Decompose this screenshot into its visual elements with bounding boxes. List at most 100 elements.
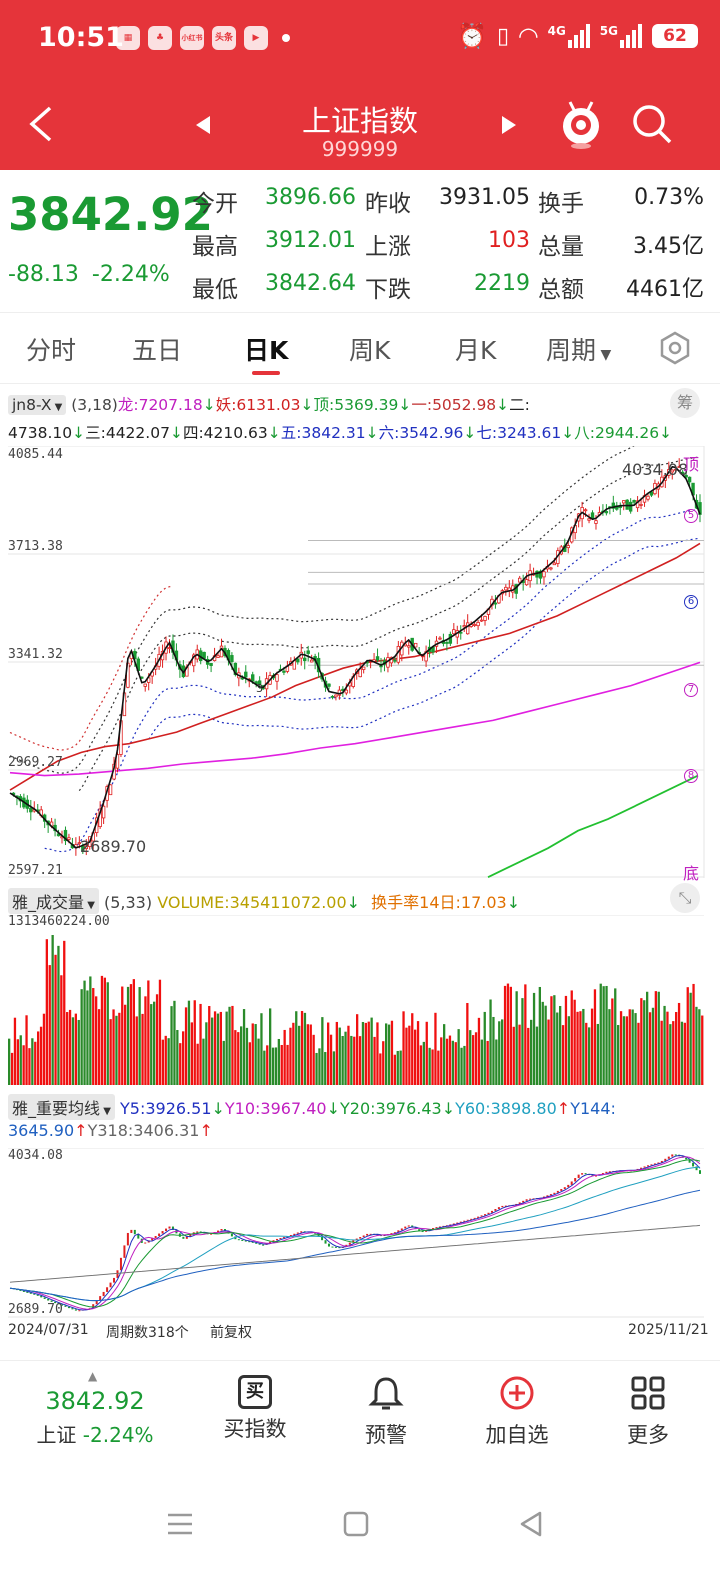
- bottom-tag: 底: [683, 864, 700, 883]
- volume-indicator-line: 雅_成交量 ▼ (5,33) VOLUME:345411072.00↓ 换手率1…: [8, 888, 520, 914]
- candle-body: [542, 571, 546, 578]
- ma-candle: [525, 1199, 528, 1201]
- ma-candle: [303, 1231, 306, 1233]
- alert-button[interactable]: 预警: [336, 1375, 436, 1449]
- volume-bar: [321, 1017, 324, 1085]
- ma-candle: [230, 1233, 233, 1237]
- home-nav-button[interactable]: [340, 1510, 372, 1542]
- ma-candle: [67, 1306, 70, 1309]
- collapse-caret-icon[interactable]: ▲: [88, 1369, 98, 1383]
- more-button[interactable]: 更多: [598, 1375, 698, 1449]
- menu-nav-button[interactable]: [164, 1510, 196, 1542]
- period-label: 周期: [546, 336, 597, 365]
- k-line-chart[interactable]: [8, 446, 712, 878]
- search-button[interactable]: [630, 102, 674, 150]
- ma-candle: [667, 1156, 670, 1159]
- volume-bar: [277, 1038, 280, 1085]
- tab-five-day[interactable]: 五日: [132, 336, 183, 365]
- volume-bar: [202, 1038, 205, 1085]
- ma-candle: [605, 1171, 608, 1174]
- tab-period-dropdown[interactable]: 周期 ▼: [546, 331, 611, 367]
- expand-button[interactable]: ⤡: [670, 883, 700, 913]
- tab-monthly-k[interactable]: 月K: [455, 336, 497, 365]
- candle-body: [167, 647, 172, 650]
- chip-distribution-button[interactable]: 筹: [670, 388, 700, 418]
- chart-settings-button[interactable]: [658, 331, 692, 369]
- ma-candle: [449, 1224, 452, 1226]
- prev-stock-button[interactable]: [194, 114, 214, 140]
- volume-bar: [164, 1035, 167, 1085]
- ma-candle: [126, 1232, 129, 1246]
- ma-candle: [144, 1242, 147, 1244]
- ma-candle: [54, 1301, 57, 1304]
- ma-candle: [334, 1246, 337, 1248]
- add-watchlist-button[interactable]: 加自选: [467, 1375, 567, 1449]
- candle-body: [413, 642, 418, 648]
- tab-daily-k[interactable]: 日K: [244, 336, 289, 365]
- prev-triangle-icon: [196, 116, 210, 134]
- volume-bar: [443, 1024, 446, 1085]
- volume-bar: [97, 1009, 101, 1085]
- volume-bar: [588, 1027, 591, 1085]
- volume-bar: [193, 1000, 196, 1085]
- calendar-app-icon: ▦: [116, 26, 140, 50]
- volume-bar: [208, 1006, 211, 1085]
- main-indicator-selector[interactable]: jn8-X ▼: [8, 395, 67, 415]
- volume-bar: [211, 1017, 214, 1085]
- volume-bar: [692, 983, 695, 1085]
- main-indicator-params: (3,18): [71, 396, 118, 414]
- next-stock-button[interactable]: [498, 114, 518, 140]
- down-arrow-icon: ↓: [398, 396, 412, 414]
- volume-bar: [248, 1042, 251, 1085]
- volume-bar: [518, 1024, 521, 1085]
- volume-bar: [416, 1021, 420, 1085]
- candle-body: [566, 545, 570, 549]
- volume-bar: [695, 1006, 698, 1085]
- tab-intraday[interactable]: 分时: [26, 336, 77, 365]
- ma-candle: [102, 1291, 105, 1297]
- candle-body: [493, 602, 498, 605]
- volume-indicator-selector[interactable]: 雅_成交量 ▼: [8, 888, 99, 914]
- candle-body: [465, 622, 470, 635]
- volume-bar: [370, 1017, 373, 1085]
- turnover-value: 换手率14日:17.03: [371, 893, 507, 912]
- menu-lines-icon: [168, 1513, 192, 1535]
- volume-bar: [19, 1035, 22, 1085]
- volume-bar: [216, 1013, 220, 1085]
- volume-bar: [576, 1011, 579, 1085]
- bottom-price: 3842.92: [45, 1387, 145, 1415]
- volume-bar: [544, 1005, 547, 1085]
- back-nav-button[interactable]: [516, 1510, 548, 1542]
- stock-code: 999999: [321, 137, 399, 161]
- volume-bar: [280, 1044, 283, 1085]
- ma-chart[interactable]: [8, 1148, 712, 1318]
- ma-candle: [258, 1243, 261, 1245]
- volume-bar: [448, 1035, 452, 1085]
- volume-bar: [147, 980, 150, 1085]
- ma-candle: [36, 1294, 39, 1296]
- candle-body: [459, 631, 463, 634]
- volume-bar: [150, 1004, 153, 1085]
- quote-value: 4461亿: [626, 277, 704, 302]
- bottom-quote[interactable]: 3842.92 上证 -2.24%: [30, 1387, 160, 1448]
- quote-value: 3931.05: [439, 185, 530, 210]
- ma-candle: [664, 1158, 667, 1161]
- ma-candle: [497, 1207, 500, 1210]
- volume-bar: [132, 979, 135, 1085]
- assistant-button[interactable]: [556, 98, 606, 154]
- dropdown-caret-icon: ▼: [596, 347, 612, 363]
- volume-bar: [118, 1012, 121, 1085]
- ma-candle: [185, 1236, 188, 1239]
- back-button[interactable]: [22, 102, 62, 146]
- volume-bar: [605, 985, 608, 1085]
- ma-indicator-selector[interactable]: 雅_重要均线 ▼: [8, 1094, 115, 1120]
- volume-bar: [675, 1012, 678, 1085]
- volume-chart[interactable]: [8, 915, 712, 1085]
- ma-candle: [269, 1241, 272, 1244]
- buy-index-button[interactable]: 买 买指数: [205, 1375, 305, 1443]
- volume-bar: [42, 1013, 46, 1085]
- ma-candle: [421, 1231, 424, 1233]
- volume-bar: [138, 987, 141, 1085]
- ma-candle: [480, 1215, 483, 1217]
- tab-weekly-k[interactable]: 周K: [349, 336, 391, 365]
